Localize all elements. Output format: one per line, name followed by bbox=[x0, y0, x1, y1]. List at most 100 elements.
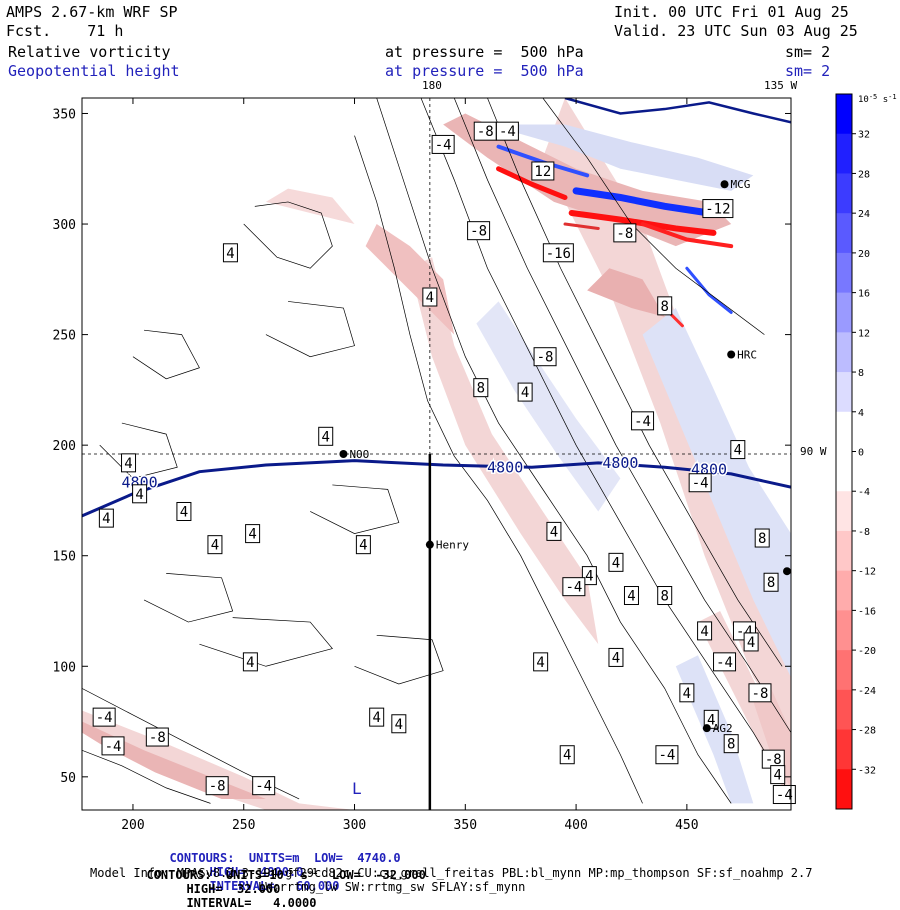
vorticity-label-37: -4 bbox=[713, 652, 737, 672]
vorticity-contour-7 bbox=[542, 98, 765, 335]
vorticity-label-box bbox=[703, 709, 719, 729]
vorticity-label-7: -16 bbox=[542, 243, 574, 263]
colorbar-swatch-7 bbox=[836, 372, 852, 413]
vorticity-label-39: 4 bbox=[533, 652, 549, 672]
vorticity-label-20: 4 bbox=[176, 501, 192, 521]
vorticity-contour-11 bbox=[265, 301, 355, 358]
vorticity-label-box bbox=[98, 508, 114, 528]
vorticity-label-17: 4 bbox=[730, 440, 746, 460]
vorticity-label-box bbox=[252, 776, 276, 796]
colorbar-unit: 10-5 s-1 bbox=[858, 93, 897, 105]
vorticity-label-text: -4 bbox=[634, 414, 651, 430]
vorticity-label-box bbox=[533, 347, 557, 367]
vorticity-label-box bbox=[369, 707, 385, 727]
vorticity-label-44: 4 bbox=[391, 714, 407, 734]
station-marker bbox=[702, 724, 711, 733]
x-tick-label-0: 200 bbox=[121, 818, 144, 833]
geopotential-contour-north bbox=[564, 98, 791, 124]
field1-level: at pressure = 500 hPa bbox=[385, 43, 584, 61]
vorticity-label-text: -16 bbox=[546, 246, 571, 262]
station-marker bbox=[425, 540, 434, 549]
vorticity-label-14: -4 bbox=[631, 411, 655, 431]
colorbar-tick-label-5: 16 bbox=[858, 289, 870, 300]
vorticity-label-box bbox=[145, 727, 169, 747]
geopotential-label-0: 4800 bbox=[122, 474, 158, 492]
vorticity-shade-10 bbox=[443, 113, 732, 247]
y-tick-label-3: 200 bbox=[53, 439, 76, 454]
vorticity-label-10: 8 bbox=[657, 296, 673, 316]
vorticity-label-box bbox=[467, 221, 491, 241]
colorbar-unit-part: 10 bbox=[858, 95, 869, 105]
vorticity-label-box bbox=[562, 577, 586, 597]
geopotential-label-2: 4800 bbox=[602, 454, 638, 472]
vorticity-label-text: -4 bbox=[692, 476, 709, 492]
forecast-hour: Fcst. 71 h bbox=[6, 22, 124, 40]
vorticity-label-box bbox=[222, 243, 238, 263]
vorticity-label-text: 4 bbox=[627, 589, 635, 605]
station-label: HRC bbox=[737, 348, 757, 361]
colorbar-swatch-13 bbox=[836, 610, 852, 651]
colorbar-tick-label-9: 0 bbox=[858, 448, 864, 459]
vorticity-label-box bbox=[697, 621, 713, 641]
colorbar-swatch-4 bbox=[836, 252, 852, 294]
vorticity-label-53: -4 bbox=[252, 776, 276, 796]
colorbar-tick-label-1: 32 bbox=[858, 130, 870, 141]
colorbar-swatch-11 bbox=[836, 530, 852, 572]
colorbar-swatch-2 bbox=[836, 173, 852, 214]
vorticity-label-2: -4 bbox=[495, 121, 519, 141]
plot-frame bbox=[81, 97, 792, 811]
vorticity-label-text: 4 bbox=[536, 655, 544, 671]
colorbar-swatch-16 bbox=[836, 729, 852, 770]
vorticity-contour-3 bbox=[376, 98, 732, 804]
vorticity-label-box bbox=[581, 566, 597, 586]
vorticity-label-text: 4 bbox=[180, 504, 188, 520]
colorbar-swatch-3 bbox=[836, 213, 852, 254]
vorticity-streak-0 bbox=[572, 187, 713, 217]
vorticity-label-box bbox=[205, 776, 229, 796]
station-noo: NOO bbox=[339, 448, 369, 461]
vorticity-label-box bbox=[207, 535, 223, 555]
colorbar-tick-label-10: -4 bbox=[858, 487, 870, 498]
vorticity-label-box bbox=[245, 524, 261, 544]
vorticity-label-28: 4 bbox=[581, 566, 597, 586]
vorticity-label-43: 4 bbox=[369, 707, 385, 727]
vorticity-label-40: 4 bbox=[679, 683, 695, 703]
vorticity-label-box bbox=[495, 121, 519, 141]
vorticity-label-3: 12 bbox=[531, 161, 555, 181]
vorticity-label-12: 8 bbox=[473, 378, 489, 398]
station-marker bbox=[727, 350, 736, 359]
vorticity-label-text: -4 bbox=[255, 779, 272, 795]
vorticity-label-box bbox=[608, 647, 624, 667]
vorticity-label-box bbox=[655, 745, 679, 765]
vorticity-label-55: -4 bbox=[772, 785, 796, 805]
vorticity-label-text: 4 bbox=[612, 555, 620, 571]
vorticity-label-33: 4 bbox=[697, 621, 713, 641]
vorticity-label-text: -4 bbox=[658, 748, 675, 764]
vorticity-label-box bbox=[546, 521, 562, 541]
colorbar-tick-label-17: -32 bbox=[858, 765, 876, 776]
vorticity-label-text: -4 bbox=[716, 655, 733, 671]
vorticity-streak-2 bbox=[496, 166, 568, 201]
footer-height-contours: CONTOURS: UNITS=m LOW= 4740.0 HIGH= 4800… bbox=[155, 837, 400, 893]
colorbar-tick-label-7: 8 bbox=[858, 368, 864, 379]
vorticity-label-35: 4 bbox=[743, 632, 759, 652]
vorticity-label-box bbox=[679, 683, 695, 703]
vorticity-label-box bbox=[355, 535, 371, 555]
colorbar-tick-label-13: -16 bbox=[858, 606, 876, 617]
vorticity-contour-14 bbox=[99, 422, 178, 479]
colorbar-tick-label-4: 20 bbox=[858, 249, 870, 260]
vorticity-label-9: 4 bbox=[422, 287, 438, 307]
vorticity-label-6: -8 bbox=[613, 223, 637, 243]
station-hrc: HRC bbox=[727, 348, 757, 361]
field2-level: at pressure = 500 hPa bbox=[385, 62, 584, 80]
vorticity-label-text: 4 bbox=[135, 487, 143, 503]
colorbar-tick-label-2: 28 bbox=[858, 169, 870, 180]
colorbar-tick-label-3: 24 bbox=[858, 209, 870, 220]
vorticity-contour-4 bbox=[354, 135, 643, 804]
vorticity-shade-5 bbox=[409, 257, 599, 645]
vorticity-label-text: 4 bbox=[246, 655, 254, 671]
vorticity-label-text: 4 bbox=[773, 768, 781, 784]
colorbar-swatch-15 bbox=[836, 689, 852, 731]
vorticity-label-box bbox=[631, 411, 655, 431]
vorticity-label-text: 4 bbox=[612, 650, 620, 666]
